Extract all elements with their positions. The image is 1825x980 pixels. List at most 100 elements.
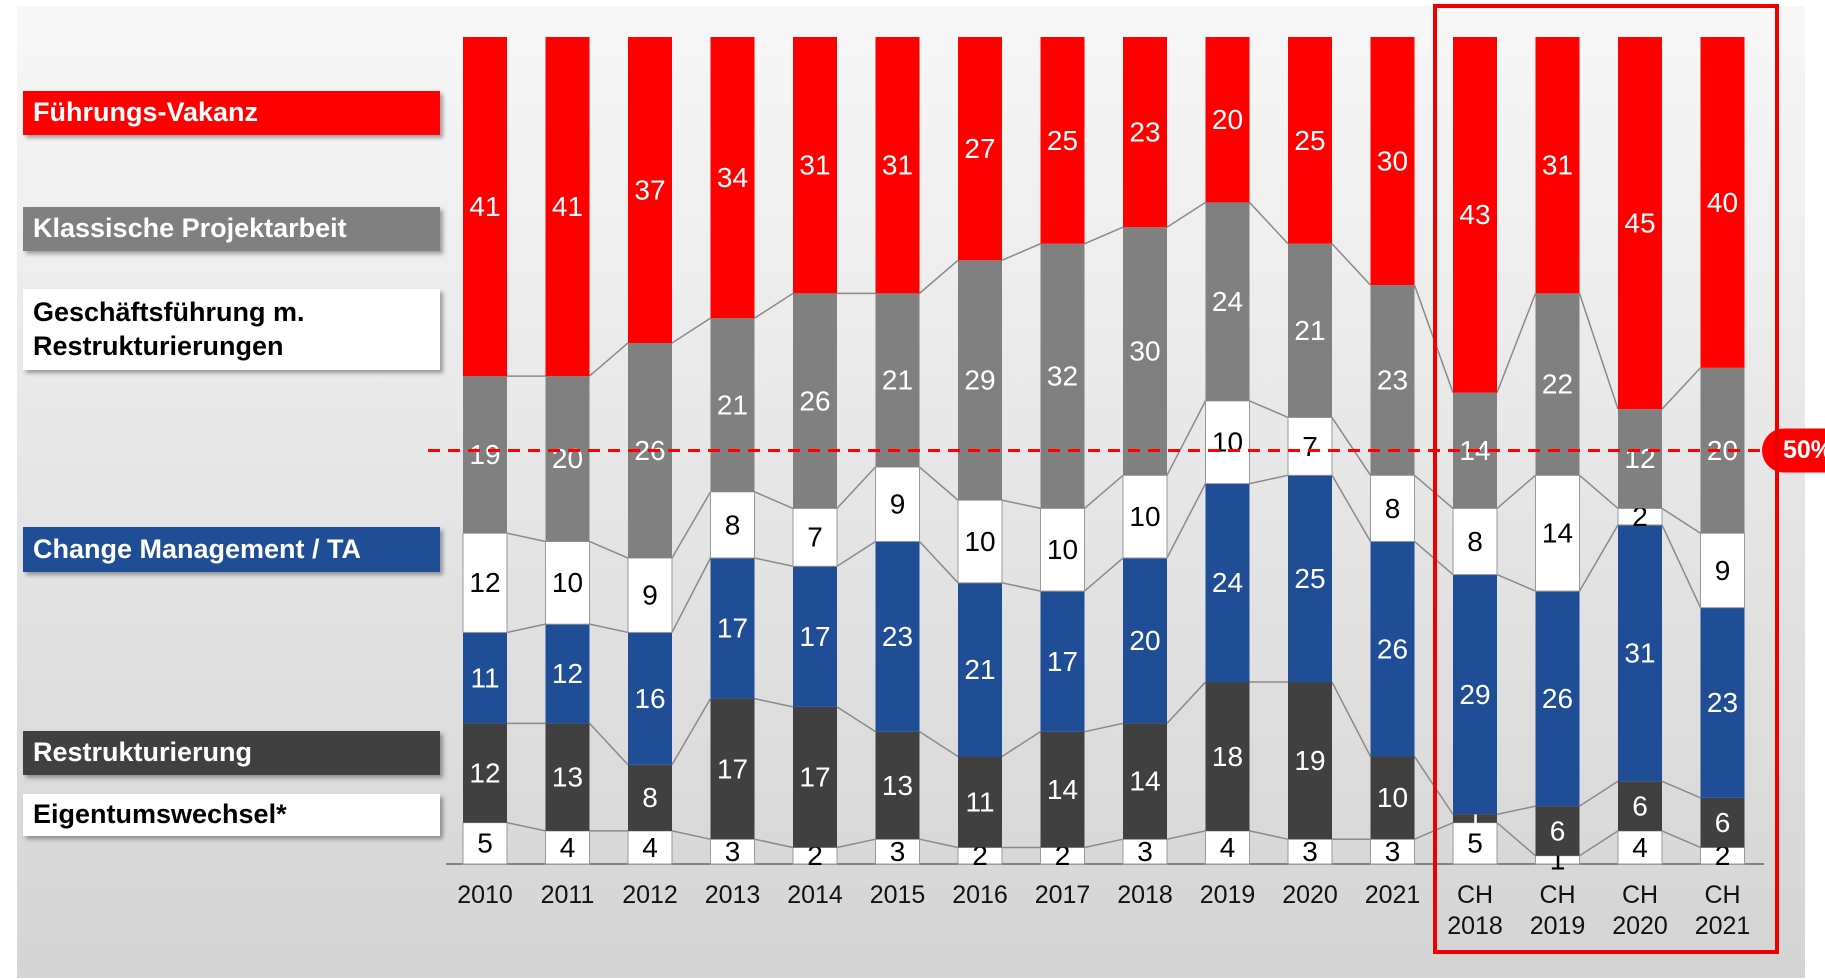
x-tick-label: CH 2020 [1612, 881, 1668, 940]
data-label: 18 [1212, 741, 1243, 772]
connector [1166, 201, 1206, 228]
connector [1249, 400, 1289, 419]
bar-segment [1700, 532, 1745, 609]
data-label: 14 [1047, 774, 1078, 805]
connector [754, 697, 794, 708]
data-label: 8 [1385, 493, 1401, 524]
connector [1084, 474, 1124, 509]
connector [1084, 838, 1124, 849]
data-label: 25 [1047, 125, 1078, 156]
data-label: 4 [642, 832, 658, 863]
bar-segment [710, 558, 755, 699]
data-label: 6 [1632, 791, 1648, 822]
connector [1001, 582, 1041, 592]
bar-segment [545, 376, 590, 542]
bar-segment [545, 37, 590, 377]
bar-segment [1452, 507, 1498, 576]
x-tick-label: 2017 [1034, 881, 1091, 909]
bar-segment [1617, 830, 1663, 865]
bar-segment [1288, 37, 1332, 244]
bar-segment [1040, 507, 1085, 592]
bar-segment [1287, 838, 1333, 865]
bar-segment [710, 491, 755, 559]
data-label: 14 [1129, 766, 1160, 797]
bar-segment [1535, 806, 1580, 856]
connector [1166, 400, 1207, 476]
data-label: 23 [1707, 687, 1738, 718]
bar-segment [1288, 682, 1332, 840]
bar-segment [1040, 846, 1085, 865]
bar-segment [545, 540, 590, 625]
bar-segment [1123, 723, 1167, 840]
bar-segment [793, 293, 837, 509]
data-label: 10 [964, 526, 995, 557]
bar-segment [792, 507, 838, 567]
bar-segment [1535, 474, 1580, 592]
x-tick-label: 2020 [1282, 881, 1338, 909]
highlight-box [1433, 4, 1779, 954]
data-label: 31 [882, 150, 913, 181]
connector [1001, 243, 1041, 261]
data-label: 2 [1632, 501, 1648, 532]
data-label: 30 [1129, 336, 1160, 367]
bar-segment [875, 37, 920, 294]
bar-segment [628, 764, 672, 831]
data-label: 10 [1212, 427, 1243, 458]
connector [754, 557, 794, 568]
data-label: 17 [799, 762, 830, 793]
connector [919, 466, 959, 501]
data-label: 43 [1459, 199, 1490, 230]
data-label: 19 [1294, 745, 1325, 776]
connector [1248, 201, 1289, 245]
connector [1249, 474, 1289, 485]
bar-segment [1617, 507, 1663, 526]
bar-segment [462, 532, 508, 633]
connector [671, 830, 711, 840]
data-label: 3 [1302, 836, 1318, 867]
connector [506, 532, 546, 543]
connector [919, 838, 959, 849]
bar-segment [957, 499, 1003, 584]
bar-segment [1040, 731, 1085, 848]
data-label: 12 [552, 658, 583, 689]
connector [1579, 474, 1619, 509]
data-label: 21 [717, 389, 748, 420]
connector [1661, 780, 1701, 799]
bar-segment [792, 846, 838, 865]
data-label: 14 [1542, 518, 1573, 549]
connector [1001, 499, 1041, 510]
data-label: 10 [1129, 501, 1160, 532]
bar-segment [1700, 797, 1745, 848]
connector [671, 491, 712, 559]
data-label: 21 [1294, 315, 1325, 346]
bar-segment [1370, 838, 1415, 865]
bar-segment [628, 37, 672, 343]
data-label: 22 [1542, 369, 1573, 400]
connector [919, 259, 959, 294]
connector [1166, 483, 1207, 559]
data-label: 3 [1385, 836, 1401, 867]
connector [1661, 507, 1701, 534]
bar-segment [1700, 607, 1745, 798]
connector [671, 557, 712, 633]
data-label: 6 [1715, 807, 1731, 838]
bar-segment [1288, 243, 1332, 418]
connector [1578, 524, 1619, 592]
bar-segment [875, 293, 920, 468]
connector [1578, 293, 1619, 410]
data-label: 4 [1220, 832, 1236, 863]
legend-item: Restrukturierung [23, 731, 440, 775]
data-label: 12 [469, 567, 500, 598]
data-label: 13 [882, 770, 913, 801]
bar-segment [875, 838, 920, 865]
bar-segment [1287, 416, 1333, 476]
bar-segment [958, 37, 1002, 261]
data-label: 21 [882, 365, 913, 396]
connector [836, 838, 876, 849]
data-label: 30 [1377, 145, 1408, 176]
bar-segment [710, 37, 755, 319]
x-tick-label: 2014 [787, 881, 843, 909]
x-tick-label: 2013 [704, 881, 761, 909]
bar-segment [1618, 781, 1662, 831]
data-label: 2 [972, 840, 988, 871]
